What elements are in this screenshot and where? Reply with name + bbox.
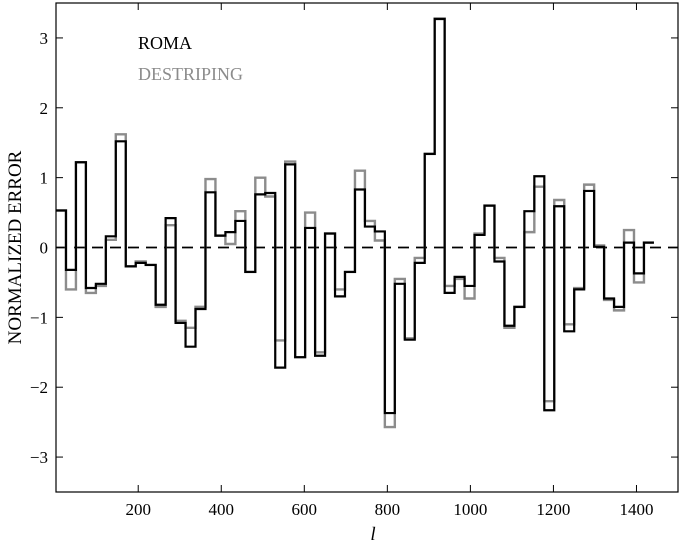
y-tick-label: −2 <box>30 378 48 397</box>
y-tick-label: 0 <box>40 239 49 258</box>
x-tick-label: 200 <box>125 500 151 519</box>
x-tick-label: 1400 <box>619 500 653 519</box>
y-tick-label: 2 <box>40 99 49 118</box>
x-tick-label: 1000 <box>453 500 487 519</box>
legend-entry-roma: ROMA <box>138 33 192 53</box>
series-line-roma <box>56 17 654 415</box>
x-tick-label: 1200 <box>536 500 570 519</box>
y-tick-label: −1 <box>30 308 48 327</box>
y-tick-label: 3 <box>40 29 49 48</box>
x-tick-label: 800 <box>375 500 401 519</box>
x-tick-label: 600 <box>292 500 318 519</box>
y-tick-label: 1 <box>40 169 49 188</box>
y-axis-label: NORMALIZED ERROR <box>5 150 26 344</box>
x-axis-label: l <box>370 524 375 545</box>
y-tick-label: −3 <box>30 448 48 467</box>
legend-entry-destriping: DESTRIPING <box>138 64 243 84</box>
x-tick-label: 400 <box>209 500 235 519</box>
